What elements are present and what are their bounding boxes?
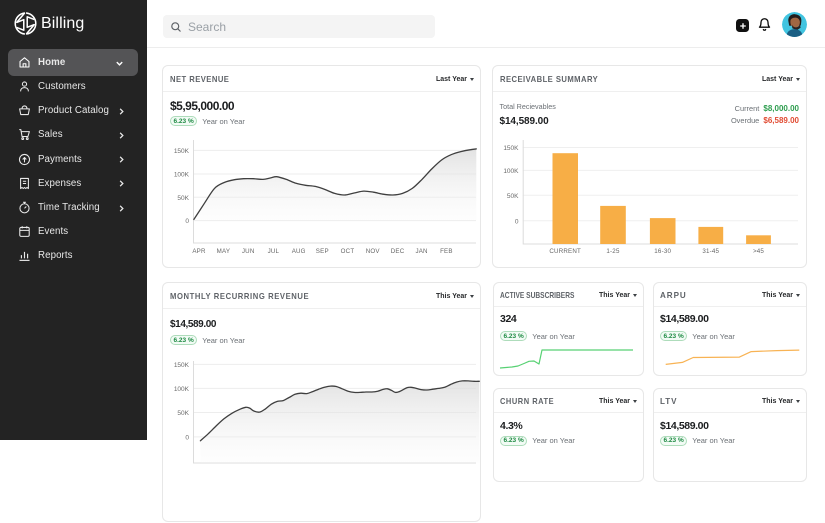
svg-text:50K: 50K: [507, 193, 519, 200]
svg-text:FEB: FEB: [440, 248, 453, 255]
svg-text:NOV: NOV: [366, 248, 381, 255]
svg-text:50K: 50K: [177, 195, 189, 202]
svg-text:JUL: JUL: [268, 248, 280, 255]
svg-text:OCT: OCT: [341, 248, 355, 255]
svg-text:100K: 100K: [174, 386, 190, 393]
svg-text:MAY: MAY: [217, 248, 231, 255]
svg-text:DEC: DEC: [391, 248, 405, 255]
svg-text:50K: 50K: [177, 410, 189, 417]
svg-text:0: 0: [185, 218, 189, 225]
svg-text:1-25: 1-25: [606, 248, 620, 255]
svg-text:100K: 100K: [503, 168, 519, 175]
svg-text:JUN: JUN: [242, 248, 255, 255]
svg-text:CURRENT: CURRENT: [549, 248, 581, 255]
svg-text:AUG: AUG: [292, 248, 306, 255]
svg-text:16-30: 16-30: [654, 248, 671, 255]
svg-text:SEP: SEP: [316, 248, 329, 255]
svg-text:>45: >45: [753, 248, 764, 255]
svg-text:100K: 100K: [174, 172, 190, 179]
svg-text:JAN: JAN: [415, 248, 427, 255]
svg-text:150K: 150K: [174, 148, 190, 155]
svg-text:APR: APR: [192, 248, 206, 255]
svg-text:150K: 150K: [174, 362, 190, 369]
svg-text:0: 0: [185, 435, 189, 442]
svg-text:0: 0: [515, 219, 519, 226]
svg-text:31-45: 31-45: [702, 248, 719, 255]
svg-text:150K: 150K: [503, 145, 519, 152]
